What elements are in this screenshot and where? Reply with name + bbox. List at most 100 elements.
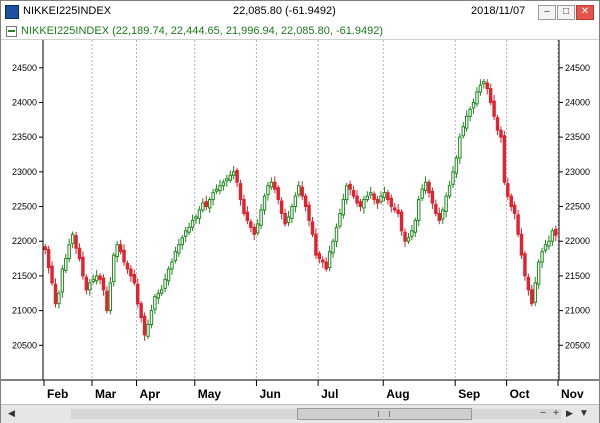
candle-body[interactable] [221, 181, 226, 187]
candle-body[interactable] [81, 256, 85, 277]
candle-body[interactable] [488, 88, 493, 103]
candle-body[interactable] [437, 212, 441, 221]
minimize-button[interactable]: – [538, 5, 556, 20]
candle-body[interactable] [420, 188, 424, 199]
candle-body[interactable] [160, 289, 164, 294]
candle-body[interactable] [122, 249, 126, 263]
candle-body[interactable] [91, 278, 95, 282]
candle-body[interactable] [132, 274, 137, 284]
candle-body[interactable] [512, 204, 517, 214]
candle-body[interactable] [454, 157, 459, 174]
candle-body[interactable] [156, 292, 161, 299]
candle-body[interactable] [461, 126, 465, 137]
candle-body[interactable] [249, 221, 253, 228]
candle-body[interactable] [197, 209, 202, 219]
candle-body[interactable] [430, 190, 435, 204]
candle-body[interactable] [464, 115, 469, 129]
candle-body[interactable] [413, 219, 418, 233]
candle-body[interactable] [485, 82, 489, 90]
candle-body[interactable] [177, 244, 181, 254]
candle-body[interactable] [262, 195, 267, 211]
candle-body[interactable] [478, 84, 483, 93]
candle-body[interactable] [324, 261, 328, 270]
candle-body[interactable] [290, 206, 294, 219]
candle-body[interactable] [519, 233, 524, 256]
candle-body[interactable] [136, 283, 140, 305]
candle-body[interactable] [365, 195, 370, 201]
candle-body[interactable] [434, 203, 438, 214]
candle-body[interactable] [201, 202, 205, 211]
candle-body[interactable] [101, 277, 106, 291]
candle-body[interactable] [530, 289, 534, 305]
candle-body[interactable] [108, 282, 113, 312]
candle-body[interactable] [331, 240, 335, 254]
candle-body[interactable] [53, 283, 58, 305]
candle-body[interactable] [399, 211, 404, 232]
candle-body[interactable] [77, 247, 82, 260]
candle-body[interactable] [142, 315, 147, 336]
candle-body[interactable] [348, 183, 352, 190]
candle-body[interactable] [310, 221, 315, 235]
candle-body[interactable] [129, 268, 133, 277]
candle-body[interactable] [266, 185, 270, 196]
candle-body[interactable] [379, 195, 383, 203]
zoom-in-button[interactable]: + [553, 408, 559, 419]
candle-body[interactable] [190, 219, 195, 228]
candle-body[interactable] [506, 183, 510, 197]
candle-body[interactable] [139, 303, 143, 319]
candle-body[interactable] [183, 230, 188, 237]
candle-body[interactable] [276, 187, 280, 201]
candle-body[interactable] [67, 244, 71, 260]
candle-body[interactable] [84, 276, 89, 291]
candle-body[interactable] [125, 262, 130, 270]
candle-body[interactable] [447, 185, 452, 197]
candle-body[interactable] [225, 178, 229, 182]
candle-body[interactable] [293, 195, 298, 208]
candle-body[interactable] [283, 212, 287, 225]
candle-body[interactable] [393, 207, 397, 211]
candle-body[interactable] [170, 261, 174, 270]
candle-body[interactable] [540, 251, 544, 263]
candlestick-chart[interactable]: 20500 20500 21000 21000 21500 21500 22000 22000… [1, 40, 599, 404]
candle-body[interactable] [64, 258, 68, 271]
candle-body[interactable] [207, 199, 212, 209]
candle-body[interactable] [211, 192, 215, 201]
candle-body[interactable] [338, 212, 342, 227]
candle-body[interactable] [166, 268, 171, 282]
candle-body[interactable] [88, 282, 92, 291]
candle-body[interactable] [303, 195, 308, 208]
candle-body[interactable] [146, 323, 150, 337]
candle-body[interactable] [273, 181, 277, 190]
candle-body[interactable] [345, 185, 349, 201]
candle-body[interactable] [495, 117, 500, 131]
candle-body[interactable] [468, 108, 472, 117]
candle-body[interactable] [547, 240, 551, 247]
candle-body[interactable] [242, 199, 246, 214]
candle-body[interactable] [355, 195, 359, 204]
close-button[interactable]: ✕ [576, 5, 594, 20]
scroll-left-arrow-icon[interactable]: ◀ [8, 408, 15, 418]
candle-body[interactable] [499, 129, 503, 138]
candle-body[interactable] [57, 292, 61, 305]
candle-body[interactable] [105, 290, 109, 312]
candle-body[interactable] [536, 261, 541, 285]
candle-body[interactable] [112, 254, 116, 282]
candle-body[interactable] [321, 259, 325, 263]
candle-body[interactable] [163, 278, 167, 289]
candle-body[interactable] [492, 100, 496, 117]
maximize-button[interactable]: □ [557, 5, 575, 20]
candle-body[interactable] [252, 226, 256, 235]
candle-body[interactable] [118, 244, 123, 253]
candle-body[interactable] [423, 181, 428, 192]
candle-body[interactable] [50, 265, 54, 284]
zoom-out-button[interactable]: − [540, 408, 546, 419]
candle-body[interactable] [235, 169, 239, 183]
candle-body[interactable] [153, 296, 157, 310]
candle-body[interactable] [70, 233, 75, 244]
time-scrollbar[interactable]: ◀ ▶ − + ▼ [1, 404, 599, 423]
scroll-thumb[interactable] [297, 408, 472, 420]
candle-body[interactable] [351, 190, 356, 197]
candle-body[interactable] [440, 209, 445, 220]
candle-body[interactable] [372, 193, 376, 201]
scroll-menu-button[interactable]: ▼ [579, 408, 589, 419]
